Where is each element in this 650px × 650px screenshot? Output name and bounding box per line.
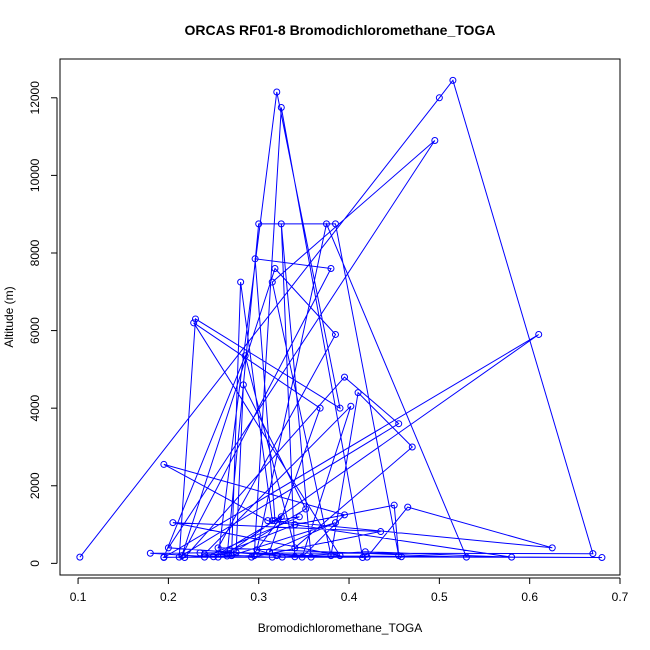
data-point [435,94,443,102]
x-tick-label: 0.5 [431,590,448,604]
data-point [508,553,516,561]
data-point [404,503,412,511]
data-point [341,373,349,381]
series-line [79,79,602,559]
data-point [331,330,339,338]
data-point [271,265,279,273]
data-point [76,553,84,561]
y-tick-label: 8000 [28,239,42,266]
data-point [377,528,385,536]
data-point [223,550,231,558]
x-axis: 0.1 0.2 0.3 0.4 0.5 0.6 0.7 [70,577,629,604]
data-point [277,103,285,111]
x-tick-label: 0.3 [250,590,267,604]
data-point [535,330,543,338]
data-point [278,553,286,561]
data-point [223,552,231,560]
data-point [291,521,299,529]
data-point [331,519,339,527]
data-point [268,553,276,561]
data-point [160,460,168,468]
data-point [251,255,259,263]
data-point [239,381,247,389]
x-tick-label: 0.1 [70,590,87,604]
data-point [169,519,177,527]
data-point [327,265,335,273]
series-layer [76,76,606,562]
data-point [191,315,199,323]
x-tick-label: 0.2 [160,590,177,604]
chart-title: ORCAS RF01-8 Bromodichloromethane_TOGA [185,22,496,38]
data-point [214,553,222,561]
data-point [331,220,339,228]
data-point [327,552,335,560]
data-point [462,553,470,561]
data-point [164,544,172,552]
data-point [210,553,218,561]
data-point [196,549,204,557]
data-point [347,402,355,410]
data-point [277,513,285,521]
data-point [397,553,405,561]
data-point [307,553,315,561]
data-point [264,517,272,525]
data-point [271,517,279,525]
data-point [201,550,209,558]
data-point [361,548,369,556]
data-point [255,220,263,228]
y-tick-label: 12000 [28,81,42,115]
data-point [160,553,168,561]
data-point [237,278,245,286]
data-point [273,88,281,96]
data-point [295,513,303,521]
x-axis-label: Bromodichloromethane_TOGA [258,621,423,635]
data-point [253,546,261,554]
data-point [178,552,186,560]
y-axis: 0 2000 4000 6000 8000 10000 12000 [28,81,58,567]
data-point [190,319,198,327]
data-point [548,544,556,552]
x-tick-label: 0.6 [521,590,538,604]
data-point [431,136,439,144]
x-tick-label: 0.4 [341,590,358,604]
data-point [291,553,299,561]
data-point [390,501,398,509]
y-tick-label: 10000 [28,158,42,192]
data-point [316,404,324,412]
y-tick-label: 0 [28,560,42,567]
data-point [268,517,276,525]
data-point [341,511,349,519]
data-point [228,552,236,560]
y-axis-label: Altitude (m) [2,286,16,347]
data-point [298,553,306,561]
data-point [408,443,416,451]
y-tick-label: 6000 [28,317,42,344]
plot-frame [59,58,621,576]
data-point [241,352,249,360]
data-point [395,420,403,428]
data-point [589,550,597,558]
data-point [322,220,330,228]
data-point [354,389,362,397]
data-point [291,544,299,552]
data-point [146,549,154,557]
data-point [201,553,209,561]
x-tick-label: 0.7 [612,590,629,604]
y-tick-label: 4000 [28,395,42,422]
data-point [336,552,344,560]
data-point [214,544,222,552]
data-point [277,220,285,228]
data-point [449,76,457,84]
data-point [598,554,606,562]
data-point [268,278,276,286]
data-point [247,553,255,561]
data-point [359,554,367,562]
y-tick-label: 2000 [28,472,42,499]
data-point [302,505,310,513]
data-point [266,548,274,556]
data-point [336,404,344,412]
